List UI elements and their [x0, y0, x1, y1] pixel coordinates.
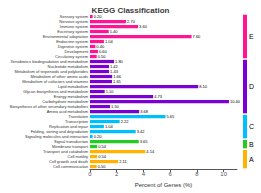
svg-text:Nervous system: Nervous system	[59, 19, 88, 24]
svg-text:Cell communication: Cell communication	[53, 164, 88, 169]
svg-text:0.50: 0.50	[98, 164, 107, 169]
svg-text:1.04: 1.04	[105, 39, 114, 44]
svg-text:Energy metabolism: Energy metabolism	[53, 94, 88, 100]
svg-text:Membrane transport: Membrane transport	[52, 144, 88, 150]
svg-text:1.43: 1.43	[110, 69, 118, 74]
svg-text:0.54: 0.54	[98, 144, 107, 149]
svg-text:2.11: 2.11	[119, 159, 127, 164]
svg-text:Metabolism of terpenoids and p: Metabolism of terpenoids and polyketides	[14, 69, 88, 74]
svg-text:4.73: 4.73	[154, 94, 163, 99]
svg-text:Metabolism of other amino acid: Metabolism of other amino acids	[30, 74, 88, 79]
svg-text:0.20: 0.20	[94, 14, 103, 19]
svg-text:1.65: 1.65	[113, 79, 122, 84]
svg-text:5.65: 5.65	[167, 114, 176, 119]
svg-text:Digestive system: Digestive system	[57, 44, 88, 49]
svg-text:KEGG Classification: KEGG Classification	[92, 6, 170, 15]
svg-text:E: E	[249, 33, 254, 40]
svg-text:3.68: 3.68	[140, 109, 149, 114]
svg-text:Cell growth and death: Cell growth and death	[49, 159, 88, 165]
svg-text:D: D	[249, 83, 254, 90]
svg-text:Biosynthesis of other secondar: Biosynthesis of other secondary metaboli…	[9, 104, 88, 110]
svg-text:C: C	[249, 123, 254, 130]
svg-text:Amino acid metabolism: Amino acid metabolism	[46, 109, 88, 115]
svg-text:8.10: 8.10	[199, 84, 208, 89]
svg-text:1.50: 1.50	[111, 104, 120, 109]
svg-text:Replication and repair: Replication and repair	[49, 124, 88, 130]
svg-text:Nucleotide metabolism: Nucleotide metabolism	[47, 64, 88, 69]
svg-text:2.70: 2.70	[127, 19, 136, 24]
svg-text:0.54: 0.54	[98, 154, 107, 159]
svg-text:1.04: 1.04	[105, 124, 114, 129]
svg-text:Excretory system: Excretory system	[57, 29, 88, 34]
svg-text:2.22: 2.22	[121, 119, 130, 124]
svg-text:Glycan biosynthesis and metabo: Glycan biosynthesis and metabolism	[23, 89, 88, 95]
svg-text:Metabolism of cofactors and vi: Metabolism of cofactors and vitamins	[22, 79, 88, 84]
svg-text:B: B	[249, 141, 254, 148]
svg-text:Endocrine system: Endocrine system	[56, 39, 88, 44]
svg-text:1.66: 1.66	[113, 74, 121, 79]
svg-text:0.60: 0.60	[99, 49, 107, 54]
svg-text:Cell motility: Cell motility	[67, 154, 88, 160]
svg-text:0.40: 0.40	[96, 44, 105, 49]
svg-text:A: A	[249, 156, 254, 163]
svg-text:7.60: 7.60	[193, 34, 202, 39]
svg-text:0: 0	[88, 171, 92, 177]
svg-text:Transcription: Transcription	[65, 119, 88, 125]
svg-text:Environmental adaptation: Environmental adaptation	[42, 34, 88, 39]
svg-text:2: 2	[115, 171, 119, 177]
svg-text:0.20: 0.20	[94, 134, 103, 139]
svg-text:8: 8	[195, 171, 199, 177]
svg-text:Signal transduction: Signal transduction	[54, 139, 88, 145]
svg-text:Circulatory system: Circulatory system	[55, 54, 88, 59]
svg-text:1.80: 1.80	[115, 59, 123, 64]
svg-text:1.10: 1.10	[106, 89, 115, 94]
svg-text:Sensory system: Sensory system	[59, 14, 88, 19]
svg-text:Lipid metabolism: Lipid metabolism	[58, 84, 88, 89]
svg-text:3.65: 3.65	[140, 139, 149, 144]
svg-text:0.50: 0.50	[98, 54, 107, 59]
svg-text:6: 6	[169, 171, 173, 177]
svg-text:Signaling molecules and intera: Signaling molecules and interaction	[25, 134, 88, 140]
svg-text:3.60: 3.60	[139, 24, 148, 29]
svg-text:Development: Development	[64, 49, 88, 54]
svg-text:Xenobiotics biodegradation and: Xenobiotics biodegradation and metabolis…	[10, 59, 88, 64]
svg-text:4: 4	[142, 171, 146, 177]
svg-text:Carbohydrate metabolism: Carbohydrate metabolism	[42, 99, 88, 105]
svg-text:10: 10	[220, 171, 227, 177]
svg-text:Transport and catabolism: Transport and catabolism	[43, 149, 88, 155]
svg-text:Folding, sorting and degradati: Folding, sorting and degradation	[30, 129, 88, 135]
svg-text:3.42: 3.42	[137, 129, 146, 134]
svg-text:Immune system: Immune system	[59, 24, 88, 29]
svg-text:1.40: 1.40	[110, 29, 119, 34]
svg-text:4.14: 4.14	[146, 149, 155, 154]
svg-text:1.42: 1.42	[110, 64, 118, 69]
svg-text:Translation: Translation	[68, 114, 88, 120]
svg-text:Percent of Genes (%): Percent of Genes (%)	[135, 182, 193, 188]
svg-text:10.40: 10.40	[230, 99, 241, 104]
